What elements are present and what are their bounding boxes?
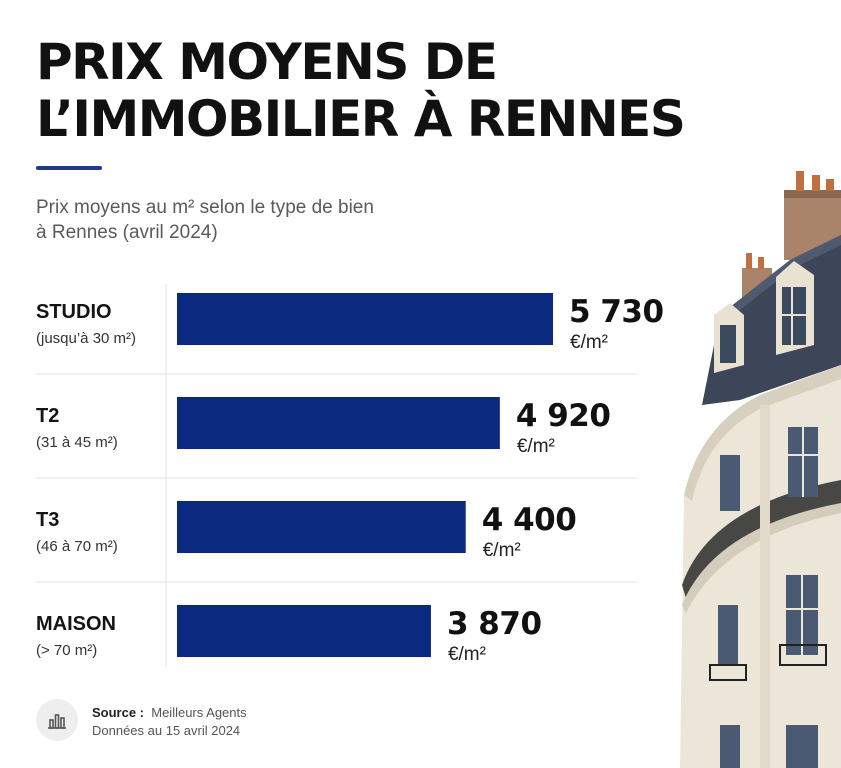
category-detail: (46 à 70 m²) [36,538,118,555]
value-label: 4 920 [516,398,611,434]
category-detail: (jusqu’à 30 m²) [36,330,136,347]
haussmann-building-image [680,171,841,768]
value-label: 4 400 [482,502,577,538]
category-label: T3 [36,509,59,531]
category-detail: (> 70 m²) [36,642,97,659]
unit-label: €/m² [517,436,555,457]
subtitle-line-1: Prix moyens au m² selon le type de bien [36,197,374,218]
accent-rule [36,166,102,170]
bar [177,293,553,345]
category-detail: (31 à 45 m²) [36,434,118,451]
category-label: MAISON [36,613,116,635]
title-line-2: L’IMMOBILIER À RENNES [36,90,686,148]
chart-subtitle: Prix moyens au m² selon le type de bien … [36,195,456,245]
unit-label: €/m² [483,540,521,561]
source-block: Source : Meilleurs Agents Données au 15 … [36,699,436,743]
bar [177,501,466,553]
bar [177,397,500,449]
category-label: T2 [36,405,59,427]
unit-label: €/m² [570,332,608,353]
bar [177,605,431,657]
value-label: 5 730 [569,294,664,330]
category-label: STUDIO [36,301,112,323]
source-date: Données au 15 avril 2024 [92,723,241,738]
title-line-1: PRIX MOYENS DE [36,33,498,91]
source-name: Meilleurs Agents [151,705,247,720]
value-label: 3 870 [447,606,542,642]
bar-chart-icon [36,699,78,741]
source-label: Source : [92,705,145,720]
subtitle-line-2: à Rennes (avril 2024) [36,222,218,243]
unit-label: €/m² [448,644,486,665]
page-title: PRIX MOYENS DE L’IMMOBILIER À RENNES [36,34,696,148]
